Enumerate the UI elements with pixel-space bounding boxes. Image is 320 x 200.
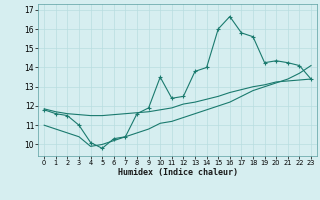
X-axis label: Humidex (Indice chaleur): Humidex (Indice chaleur) <box>118 168 238 177</box>
